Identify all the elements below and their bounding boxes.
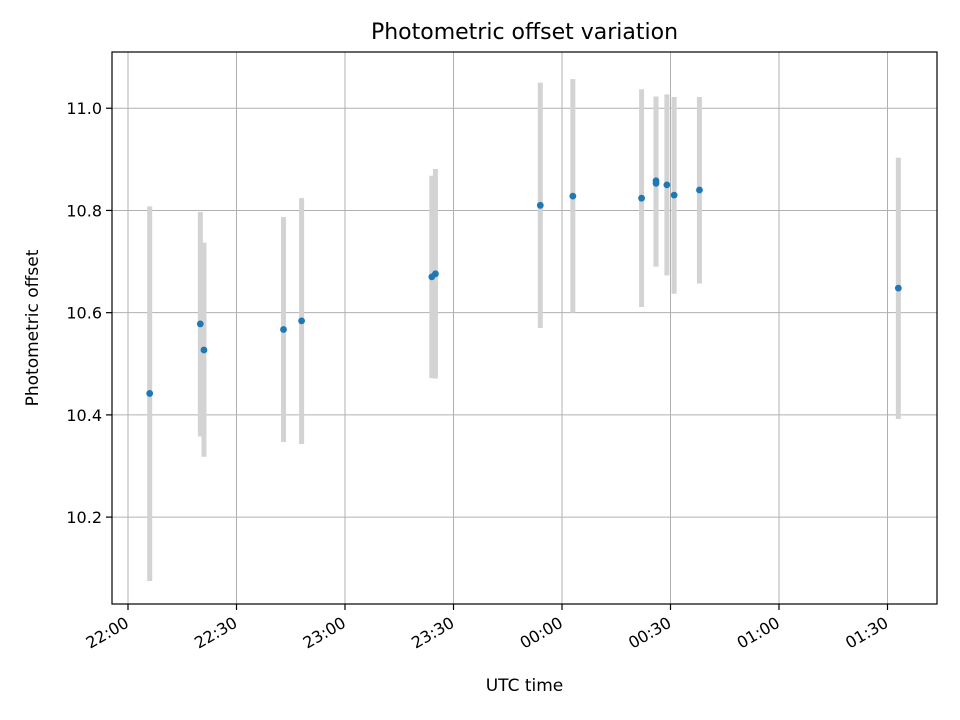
error-bars bbox=[147, 79, 901, 581]
data-point bbox=[146, 390, 154, 397]
x-tick-label: 01:30 bbox=[842, 613, 891, 653]
x-axis-label: UTC time bbox=[486, 676, 564, 696]
data-point bbox=[196, 320, 204, 328]
x-tick-label: 01:00 bbox=[734, 613, 783, 653]
x-tick-label: 23:00 bbox=[300, 613, 349, 653]
axis-ticks: 22:00 22:30 23:00 23:30 00:00 00:30 01:00 01:30… bbox=[66, 99, 891, 652]
data-points bbox=[146, 177, 902, 397]
y-tick-label: 10.6 bbox=[66, 304, 102, 323]
data-point bbox=[696, 186, 703, 194]
data-point bbox=[536, 201, 544, 209]
y-tick-label: 10.8 bbox=[66, 201, 102, 220]
plot-frame bbox=[111, 51, 938, 605]
x-tick-label: 00:30 bbox=[625, 613, 674, 653]
grid bbox=[112, 52, 937, 604]
y-axis-label: Photometric offset bbox=[23, 249, 43, 406]
chart-title: Photometric offset variation bbox=[371, 20, 678, 45]
x-tick-label: 23:30 bbox=[408, 613, 457, 653]
data-point bbox=[280, 326, 287, 333]
data-point bbox=[432, 270, 439, 278]
data-point bbox=[652, 179, 660, 187]
data-point bbox=[663, 181, 671, 189]
x-tick-label: 22:00 bbox=[83, 613, 132, 653]
y-tick-label: 10.2 bbox=[66, 508, 102, 527]
data-point bbox=[670, 191, 678, 199]
x-tick-label: 00:00 bbox=[517, 613, 566, 653]
data-point bbox=[200, 346, 208, 354]
data-point bbox=[569, 192, 577, 200]
data-point bbox=[894, 284, 902, 292]
y-tick-label: 10.4 bbox=[66, 406, 102, 425]
y-tick-label: 11.0 bbox=[66, 99, 102, 118]
x-tick-label: 22:30 bbox=[191, 613, 240, 653]
data-point bbox=[298, 317, 305, 325]
data-point bbox=[638, 194, 645, 202]
